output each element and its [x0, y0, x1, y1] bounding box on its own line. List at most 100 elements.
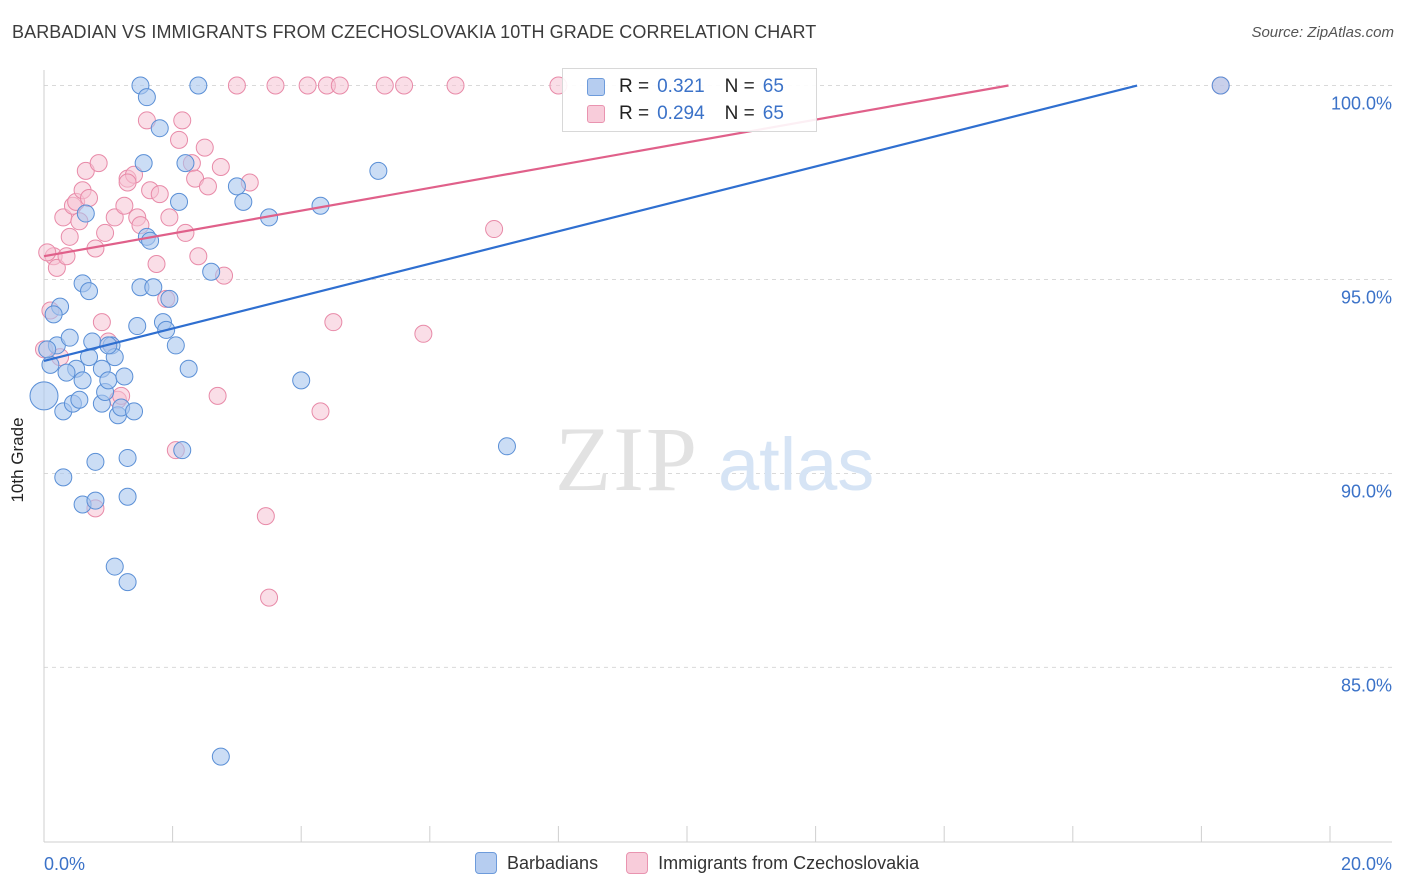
legend-r-label: R = [619, 76, 650, 97]
legend-swatch-blue [475, 852, 497, 874]
legend-item-barbadians[interactable]: Barbadians [475, 852, 598, 874]
barbadians-point [369, 161, 388, 180]
czechoslovakia-point [92, 313, 111, 332]
czechoslovakia-point [256, 507, 275, 526]
barbadians-point [60, 328, 79, 347]
barbadians-point [160, 289, 179, 308]
barbadians-point [57, 363, 76, 382]
barbadians-point [29, 381, 59, 411]
legend-item-czechoslovakia[interactable]: Immigrants from Czechoslovakia [626, 852, 919, 874]
czechoslovakia-point [195, 138, 214, 157]
czechoslovakia-point [60, 227, 79, 246]
legend-n-value: 65 [762, 76, 784, 97]
czechoslovakia-point [89, 154, 108, 173]
legend-row-czechoslovakia: R = 0.294 N = 65 [587, 102, 784, 126]
barbadians-point [1211, 76, 1230, 95]
barbadians-point [173, 441, 192, 460]
czechoslovakia-point [47, 258, 66, 277]
barbadians-point [70, 390, 89, 409]
barbadians-point [141, 231, 160, 250]
barbadians-point [44, 305, 63, 324]
source-label: Source: ZipAtlas.com [1251, 24, 1394, 41]
barbadians-point [125, 402, 144, 421]
legend-r-value: 0.294 [657, 103, 705, 124]
barbadians-point [202, 262, 221, 281]
czechoslovakia-point [211, 157, 230, 176]
barbadians-point [38, 340, 57, 359]
czechoslovakia-point [311, 402, 330, 421]
barbadians-point [76, 204, 95, 223]
barbadians-point [497, 437, 516, 456]
czechoslovakia-point [38, 243, 57, 262]
axes [43, 70, 1392, 843]
czechoslovakia-point [208, 386, 227, 405]
series-legend: Barbadians Immigrants from Czechoslovaki… [475, 852, 947, 874]
correlation-legend: R = 0.321 N = 65 R = 0.294 N = 65 [562, 68, 817, 132]
czechoslovakia-point [330, 76, 349, 95]
watermark-atlas: atlas [718, 423, 874, 506]
czechoslovakia-point [170, 130, 189, 149]
legend-n-value: 65 [762, 103, 784, 124]
czechoslovakia-point [485, 220, 504, 239]
czechoslovakia-point [118, 173, 137, 192]
czechoslovakia-point [414, 324, 433, 343]
barbadians-point [166, 336, 185, 355]
barbadians-point [234, 192, 253, 211]
czechoslovakia-point [105, 208, 124, 227]
czechoslovakia-point [96, 223, 115, 242]
barbadians-point [73, 371, 92, 390]
barbadians-point [118, 487, 137, 506]
czechoslovakia-point [324, 313, 343, 332]
y-tick-label: 85.0% [1341, 675, 1392, 695]
czechoslovakia-point [298, 76, 317, 95]
barbadians-point [211, 747, 230, 766]
legend-r-label: R = [619, 103, 650, 124]
barbadians-point [99, 371, 118, 390]
y-tick-label: 95.0% [1341, 287, 1392, 307]
x-tick-label: 20.0% [1341, 854, 1392, 874]
barbadians-point [134, 154, 153, 173]
barbadians-point [80, 282, 99, 301]
barbadians-point [170, 192, 189, 211]
x-tick-label: 0.0% [44, 854, 85, 874]
grid-lines [44, 85, 1392, 668]
barbadians-point [189, 76, 208, 95]
barbadians-point [144, 278, 163, 297]
barbadians-point [86, 491, 105, 510]
barbadians-point [118, 573, 137, 592]
czechoslovakia-point [198, 177, 217, 196]
barbadians-point [105, 557, 124, 576]
watermark: ZIP atlas [555, 408, 874, 510]
barbadians-point [179, 359, 198, 378]
barbadians-point [227, 177, 246, 196]
legend-label-barbadians: Barbadians [507, 852, 599, 873]
czechoslovakia-point [260, 588, 279, 607]
legend-row-barbadians: R = 0.321 N = 65 [587, 75, 784, 99]
barbadians-point [292, 371, 311, 390]
czechoslovakia-point [189, 247, 208, 266]
barbadians-point [150, 119, 169, 138]
czechoslovakia-point [80, 189, 99, 208]
barbadians-point [54, 468, 73, 487]
legend-swatch-blue [587, 78, 605, 96]
legend-swatch-pink [626, 852, 649, 874]
czechoslovakia-point [375, 76, 394, 95]
barbadians-point [118, 448, 137, 467]
series-barbadians-points [29, 76, 1230, 766]
barbadians-point [128, 317, 147, 336]
czechoslovakia-point [395, 76, 414, 95]
czechoslovakia-point [160, 208, 179, 227]
y-tick-label: 100.0% [1331, 94, 1392, 114]
chart-title: BARBADIAN VS IMMIGRANTS FROM CZECHOSLOVA… [12, 22, 817, 42]
legend-r-value: 0.321 [657, 76, 705, 97]
czechoslovakia-point [147, 254, 166, 273]
series-czechoslovakia-points [35, 76, 1230, 607]
barbadians-point [115, 367, 134, 386]
czechoslovakia-point [227, 76, 246, 95]
watermark-zip: ZIP [555, 408, 699, 510]
legend-n-label: N = [724, 103, 755, 124]
tick-labels: 85.0% 90.0% 95.0% 100.0% 0.0% 20.0% [44, 94, 1392, 874]
czechoslovakia-point [266, 76, 285, 95]
y-tick-label: 90.0% [1341, 481, 1392, 501]
